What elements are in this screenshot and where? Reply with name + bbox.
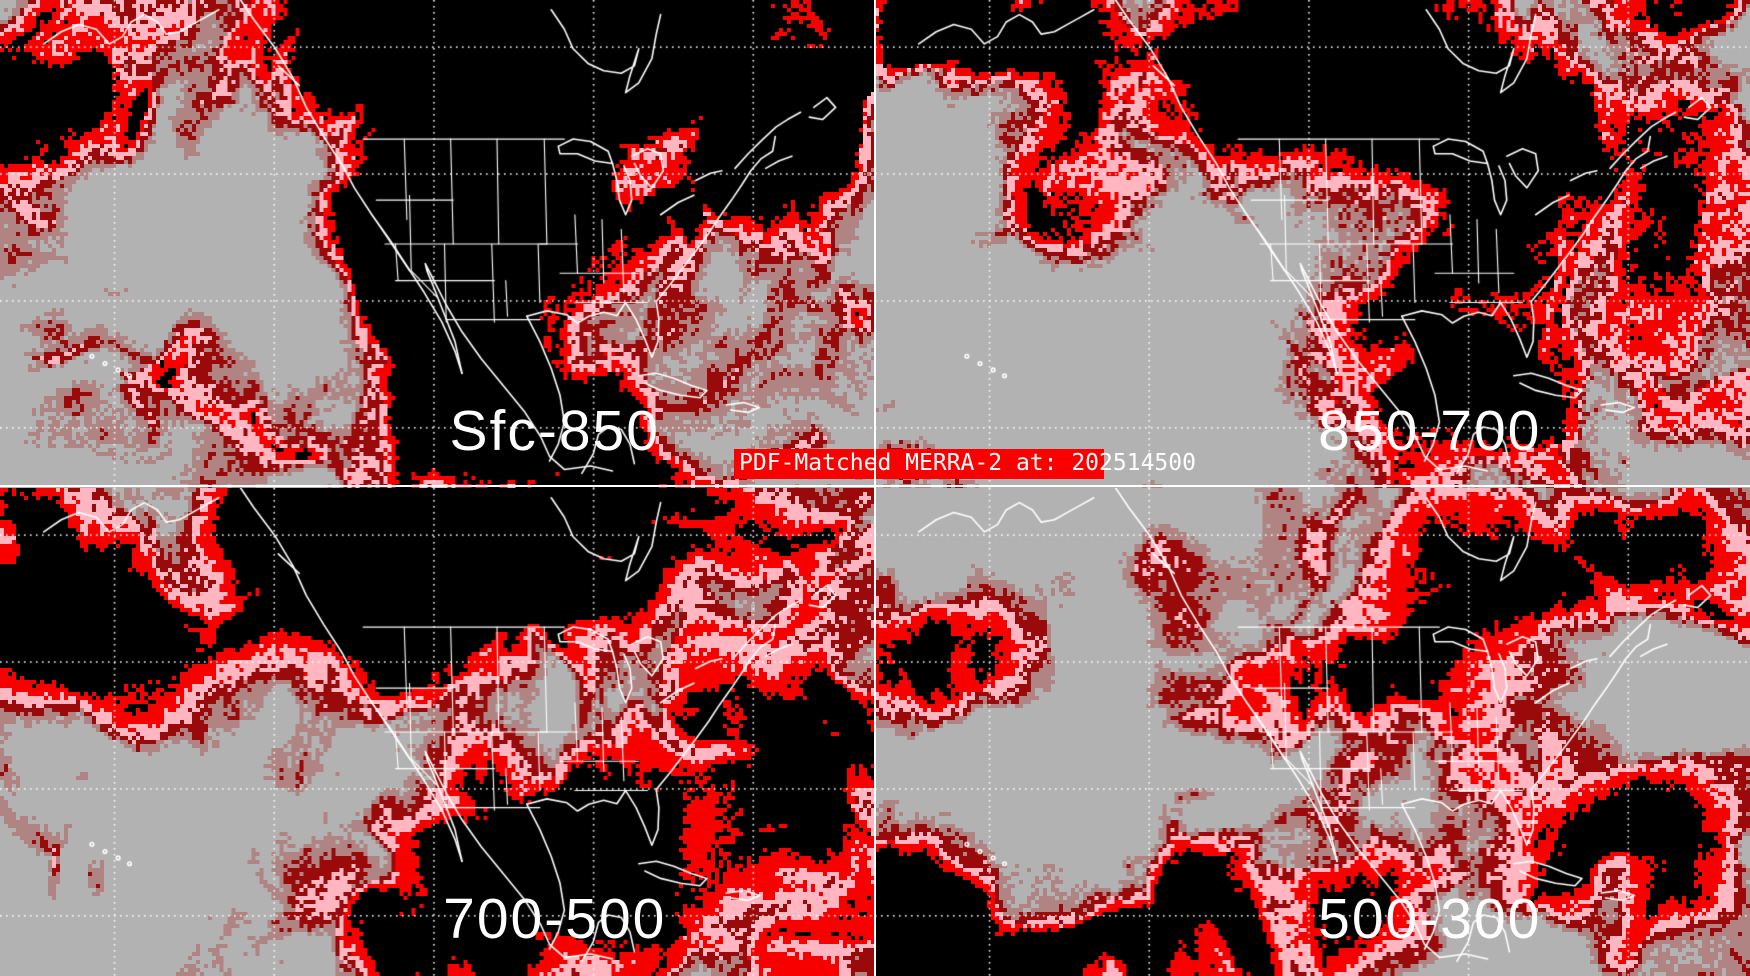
map-outline-canvas — [875, 0, 1750, 488]
map-outline-canvas — [875, 488, 1750, 976]
panel-label-700-500: 700-500 — [443, 887, 667, 951]
panel-label-850-700: 850-700 — [1318, 399, 1542, 463]
map-outline-canvas — [0, 0, 875, 488]
panel-divider-horizontal — [0, 485, 1750, 487]
panel-850-700: 850-700 — [875, 0, 1750, 488]
panel-label-sfc-850: Sfc-850 — [449, 399, 660, 463]
panel-500-300: 500-300 — [875, 488, 1750, 976]
panel-700-500: 700-500 — [0, 488, 875, 976]
panel-label-500-300: 500-300 — [1318, 887, 1542, 951]
panel-divider-vertical — [874, 0, 876, 976]
panel-sfc-850: Sfc-850 — [0, 0, 875, 488]
timestamp-banner-highlight — [734, 449, 1104, 479]
timestamp-banner-text: PDF-Matched MERRA-2 at: 202514500 — [739, 450, 1196, 476]
map-outline-canvas — [0, 488, 875, 976]
